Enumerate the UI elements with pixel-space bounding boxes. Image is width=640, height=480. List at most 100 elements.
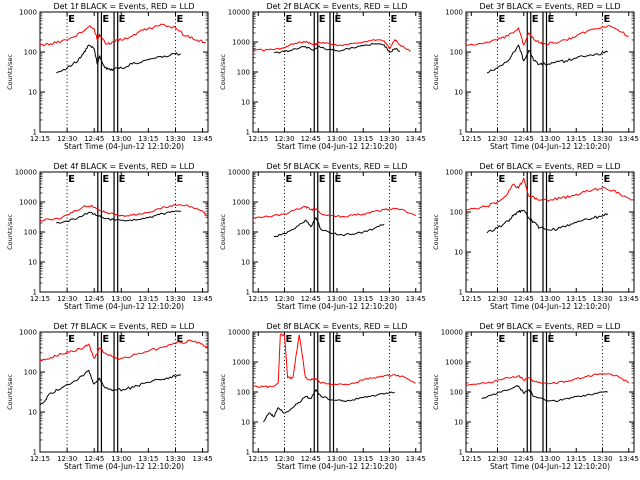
- panel-det-6f: Det 6f BLACK = Events, RED = LLD 1 10 100 10…: [432, 162, 639, 311]
- panel-det-7f: Det 7f BLACK = Events, RED = LLD 1 10 100 10…: [6, 322, 213, 471]
- y-tick-label: 10: [28, 259, 37, 267]
- y-tick-label: 1: [459, 449, 463, 457]
- events-series-line: [486, 209, 609, 234]
- x-tick-label: 12:30: [487, 455, 507, 463]
- y-tick-label: 10: [454, 249, 463, 257]
- event-marker-label: E: [604, 14, 611, 25]
- y-tick-label: 10: [241, 419, 250, 427]
- x-tick-label: 12:30: [274, 295, 294, 303]
- y-tick-label: 10000: [15, 169, 37, 177]
- events-series-line: [39, 369, 182, 406]
- y-axis-label: Counts/sec: [6, 54, 14, 90]
- x-tick-label: 12:15: [248, 295, 268, 303]
- x-tick-label: 12:15: [248, 135, 268, 143]
- event-marker-label: E: [176, 334, 183, 345]
- y-tick-label: 1: [33, 449, 37, 457]
- y-tick-label: 100: [237, 229, 250, 237]
- lld-series-line: [252, 39, 411, 52]
- x-tick-label: 12:45: [514, 455, 534, 463]
- x-tick-label: 13:30: [592, 295, 612, 303]
- lld-series-line: [252, 333, 416, 389]
- event-marker-label: E: [102, 14, 109, 25]
- y-tick-label: 100: [450, 389, 463, 397]
- events-series-line: [56, 210, 182, 224]
- x-tick-label: 13:30: [165, 455, 185, 463]
- x-axis-label: Start Time (04-Jun-12 12:10:20): [64, 142, 184, 151]
- panel-title: Det 9f BLACK = Events, RED = LLD: [479, 322, 620, 331]
- x-tick-label: 13:15: [566, 295, 586, 303]
- y-tick-label: 10000: [228, 169, 250, 177]
- y-axis-label: Counts/sec: [432, 374, 440, 410]
- x-tick-label: 13:30: [165, 135, 185, 143]
- plot-frame: [252, 331, 422, 453]
- y-tick-label: 10000: [441, 329, 463, 337]
- y-tick-label: 10: [28, 409, 37, 417]
- event-marker-label: E: [286, 14, 293, 25]
- events-series-line: [56, 44, 182, 74]
- events-series-line: [481, 385, 608, 403]
- x-tick-label: 13:45: [619, 295, 639, 303]
- plot-frame: [252, 11, 422, 133]
- event-marker-label: E: [102, 174, 109, 185]
- y-tick-label: 100: [24, 369, 37, 377]
- event-marker-label: E: [335, 334, 342, 345]
- y-tick-label: 10: [28, 89, 37, 97]
- x-tick-label: 13:00: [327, 295, 347, 303]
- x-tick-label: 12:45: [301, 295, 321, 303]
- panel-title: Det 5f BLACK = Events, RED = LLD: [266, 162, 407, 171]
- x-tick-label: 13:30: [379, 455, 399, 463]
- y-axis-label: Counts/sec: [432, 214, 440, 250]
- x-tick-label: 13:45: [406, 135, 426, 143]
- y-tick-label: 100: [450, 209, 463, 217]
- lld-series-line: [39, 204, 209, 222]
- x-tick-label: 12:45: [514, 135, 534, 143]
- y-axis-label: Counts/sec: [219, 374, 227, 410]
- x-tick-label: 13:15: [353, 455, 373, 463]
- x-tick-label: 12:30: [274, 135, 294, 143]
- event-marker-label: E: [604, 334, 611, 345]
- x-tick-label: 13:45: [619, 455, 639, 463]
- event-marker-label: E: [548, 174, 555, 185]
- event-marker-label: E: [68, 334, 75, 345]
- y-tick-label: 1000: [19, 199, 37, 207]
- x-tick-label: 13:00: [540, 135, 560, 143]
- event-marker-label: E: [176, 174, 183, 185]
- y-tick-label: 1000: [232, 39, 250, 47]
- lld-series-line: [252, 205, 416, 219]
- x-axis-label: Start Time (04-Jun-12 12:10:20): [490, 462, 610, 471]
- y-tick-label: 100: [450, 49, 463, 57]
- event-marker-label: E: [499, 174, 506, 185]
- panel-title: Det 2f BLACK = Events, RED = LLD: [266, 2, 407, 11]
- y-tick-label: 10: [454, 419, 463, 427]
- x-tick-label: 12:45: [84, 455, 104, 463]
- panel-det-2f: Det 2f BLACK = Events, RED = LLD 1 10 100 10…: [219, 2, 426, 151]
- x-tick-label: 13:45: [619, 135, 639, 143]
- event-marker-label: E: [391, 14, 398, 25]
- x-tick-label: 12:30: [57, 455, 77, 463]
- lld-series-line: [465, 24, 629, 46]
- x-tick-label: 13:15: [353, 135, 373, 143]
- event-marker-label: E: [319, 174, 326, 185]
- x-tick-label: 12:30: [274, 455, 294, 463]
- panel-title: Det 6f BLACK = Events, RED = LLD: [479, 162, 620, 171]
- events-series-line: [486, 44, 609, 74]
- y-axis-label: Counts/sec: [432, 54, 440, 90]
- y-tick-label: 1000: [19, 329, 37, 337]
- y-tick-label: 1: [459, 289, 463, 297]
- x-tick-label: 13:45: [192, 295, 212, 303]
- y-tick-label: 1: [246, 449, 250, 457]
- y-tick-label: 1000: [445, 359, 463, 367]
- y-tick-label: 100: [24, 49, 37, 57]
- x-tick-label: 13:45: [406, 455, 426, 463]
- panel-det-1f: Det 1f BLACK = Events, RED = LLD 1 10 100 10…: [6, 2, 213, 151]
- x-tick-label: 13:00: [111, 295, 131, 303]
- lld-series-line: [39, 23, 206, 47]
- plot-frame: [465, 11, 635, 133]
- x-tick-label: 13:15: [138, 135, 158, 143]
- x-tick-label: 12:15: [30, 295, 50, 303]
- x-tick-label: 13:30: [592, 455, 612, 463]
- x-axis-label: Start Time (04-Jun-12 12:10:20): [277, 302, 397, 311]
- panel-title: Det 3f BLACK = Events, RED = LLD: [479, 2, 620, 11]
- x-tick-label: 13:15: [138, 295, 158, 303]
